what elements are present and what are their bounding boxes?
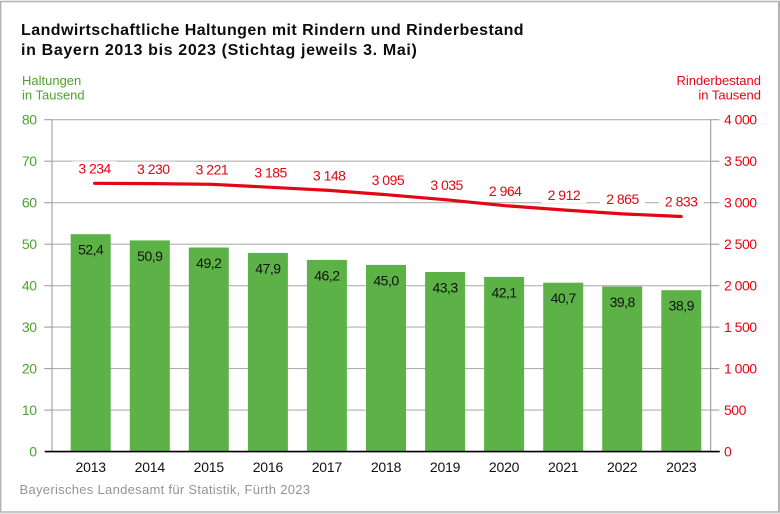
- svg-text:Bayerisches Landesamt für Stat: Bayerisches Landesamt für Statistik, Für…: [20, 482, 311, 497]
- svg-text:2019: 2019: [430, 459, 461, 475]
- svg-text:2021: 2021: [548, 459, 579, 475]
- svg-text:46,2: 46,2: [314, 267, 340, 283]
- svg-text:1 500: 1 500: [724, 319, 757, 335]
- svg-text:3 148: 3 148: [313, 168, 346, 184]
- svg-text:1 000: 1 000: [724, 360, 757, 376]
- svg-text:39,8: 39,8: [610, 294, 636, 310]
- svg-text:80: 80: [22, 111, 37, 127]
- svg-text:42,1: 42,1: [491, 284, 517, 300]
- svg-text:2022: 2022: [607, 459, 638, 475]
- svg-text:45,0: 45,0: [373, 272, 399, 288]
- svg-text:2014: 2014: [135, 459, 166, 475]
- svg-text:2 912: 2 912: [548, 187, 581, 203]
- svg-text:30: 30: [22, 319, 37, 335]
- svg-text:40: 40: [22, 277, 37, 293]
- svg-text:40,7: 40,7: [551, 290, 577, 306]
- svg-text:2015: 2015: [194, 459, 225, 475]
- svg-text:2017: 2017: [312, 459, 343, 475]
- svg-text:2 500: 2 500: [724, 236, 757, 252]
- svg-text:47,9: 47,9: [255, 260, 281, 276]
- svg-text:70: 70: [22, 153, 37, 169]
- svg-text:38,9: 38,9: [669, 298, 695, 314]
- svg-text:2 833: 2 833: [665, 194, 698, 210]
- svg-text:500: 500: [724, 402, 747, 418]
- svg-text:3 185: 3 185: [254, 165, 287, 181]
- svg-text:3 000: 3 000: [724, 194, 757, 210]
- svg-text:43,3: 43,3: [432, 279, 458, 295]
- svg-text:3 035: 3 035: [430, 177, 463, 193]
- svg-text:in Tausend: in Tausend: [698, 88, 761, 103]
- svg-text:4 000: 4 000: [724, 111, 757, 127]
- svg-text:60: 60: [22, 194, 37, 210]
- svg-text:0: 0: [724, 443, 732, 459]
- svg-text:in Bayern 2013 bis 2023 (Stich: in Bayern 2013 bis 2023 (Stichtag jeweil…: [21, 42, 417, 59]
- svg-text:10: 10: [22, 402, 37, 418]
- svg-text:Haltungen: Haltungen: [22, 73, 81, 88]
- svg-text:0: 0: [29, 443, 37, 459]
- svg-text:50,9: 50,9: [137, 248, 163, 264]
- svg-text:3 221: 3 221: [196, 162, 229, 178]
- svg-text:2 865: 2 865: [606, 191, 639, 207]
- svg-text:52,4: 52,4: [78, 242, 104, 258]
- svg-text:2013: 2013: [76, 459, 107, 475]
- svg-text:Landwirtschaftliche Haltungen: Landwirtschaftliche Haltungen mit Rinder…: [21, 22, 524, 39]
- svg-text:2018: 2018: [371, 459, 402, 475]
- svg-text:50: 50: [22, 236, 37, 252]
- svg-text:Rinderbestand: Rinderbestand: [676, 73, 761, 88]
- svg-text:2 964: 2 964: [489, 183, 522, 199]
- svg-text:3 095: 3 095: [372, 172, 405, 188]
- svg-text:3 234: 3 234: [78, 161, 111, 177]
- svg-text:2023: 2023: [666, 459, 697, 475]
- svg-text:3 230: 3 230: [137, 161, 170, 177]
- svg-text:3 500: 3 500: [724, 153, 757, 169]
- svg-text:2 000: 2 000: [724, 277, 757, 293]
- svg-text:20: 20: [22, 360, 37, 376]
- svg-text:49,2: 49,2: [196, 255, 222, 271]
- svg-text:2016: 2016: [253, 459, 284, 475]
- svg-text:2020: 2020: [489, 459, 520, 475]
- svg-text:in Tausend: in Tausend: [22, 88, 85, 103]
